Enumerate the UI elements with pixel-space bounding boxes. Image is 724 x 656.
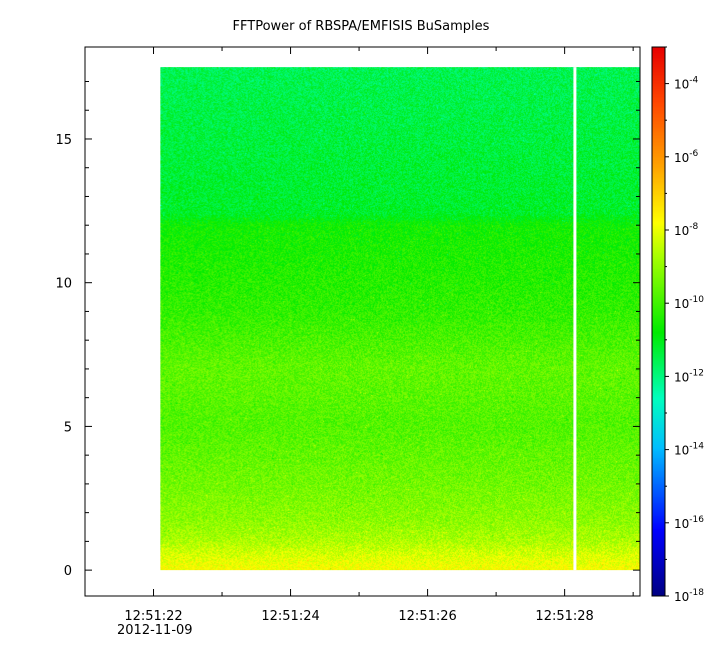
colorbar-frame	[651, 46, 666, 597]
x-axis-date-label: 2012-11-09	[117, 623, 193, 638]
y-axis-ticks: 0 5 10 15	[55, 80, 640, 579]
data-gap	[573, 67, 577, 571]
y-tick-label: 10	[55, 277, 72, 292]
x-tick-label: 12:51:24	[261, 609, 319, 624]
colorbar	[652, 47, 665, 596]
x-tick-label: 12:51:26	[398, 609, 456, 624]
y-tick-label: 0	[64, 564, 72, 579]
colorbar-tick-label: 10-12	[674, 368, 704, 384]
colorbar-tick-label: 10-4	[674, 76, 699, 92]
x-tick-label: 12:51:28	[535, 609, 593, 624]
colorbar-tick-label: 10-18	[674, 588, 704, 604]
spectrogram-heatmap	[160, 67, 641, 571]
x-tick-label: 12:51:22	[124, 609, 182, 624]
colorbar-tick-label: 10-6	[674, 149, 699, 165]
y-tick-label: 5	[64, 420, 72, 435]
colorbar-tick-label: 10-8	[674, 222, 699, 238]
chart-title: FFTPower of RBSPA/EMFISIS BuSamples	[233, 19, 490, 34]
x-axis-ticks: 12:51:22 12:51:24 12:51:26 12:51:28	[84, 47, 634, 624]
colorbar-tick-label: 10-14	[674, 442, 704, 458]
y-tick-label: 15	[55, 133, 72, 148]
colorbar-tick-label: 10-10	[674, 295, 704, 311]
plot-frame	[84, 46, 641, 597]
colorbar-tick-label: 10-16	[674, 515, 704, 531]
colorbar-ticks: 10-4 10-6 10-8 10-10 10-12 10-14 10-16 10-18	[665, 46, 704, 604]
